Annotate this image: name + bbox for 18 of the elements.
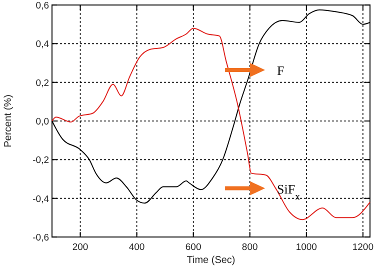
line-series: [52, 28, 370, 220]
y-tick-label: 0,0: [36, 116, 49, 128]
x-tick-label: 1000: [296, 242, 317, 253]
y-tick-label: -0,2: [32, 155, 49, 166]
series-label: F: [277, 62, 284, 78]
x-tick-label: 200: [72, 242, 88, 253]
x-tick-label: 1200: [352, 242, 374, 253]
x-tick-label: 400: [128, 242, 145, 253]
y-tick-label: -0,4: [32, 194, 49, 205]
y-tick-label: 0,2: [36, 78, 49, 89]
series-label: SiF$_{x}$: [277, 181, 300, 202]
y-tick-label: -0,6: [32, 232, 49, 244]
x-tick-label: 800: [242, 242, 258, 253]
x-axis-title: Time (Sec): [186, 255, 236, 266]
y-tick-label: 0,6: [36, 0, 49, 12]
x-tick-label: 600: [185, 242, 202, 253]
y-axis-title: Percent (%): [3, 94, 14, 148]
y-tick-label: 0,4: [36, 39, 49, 50]
